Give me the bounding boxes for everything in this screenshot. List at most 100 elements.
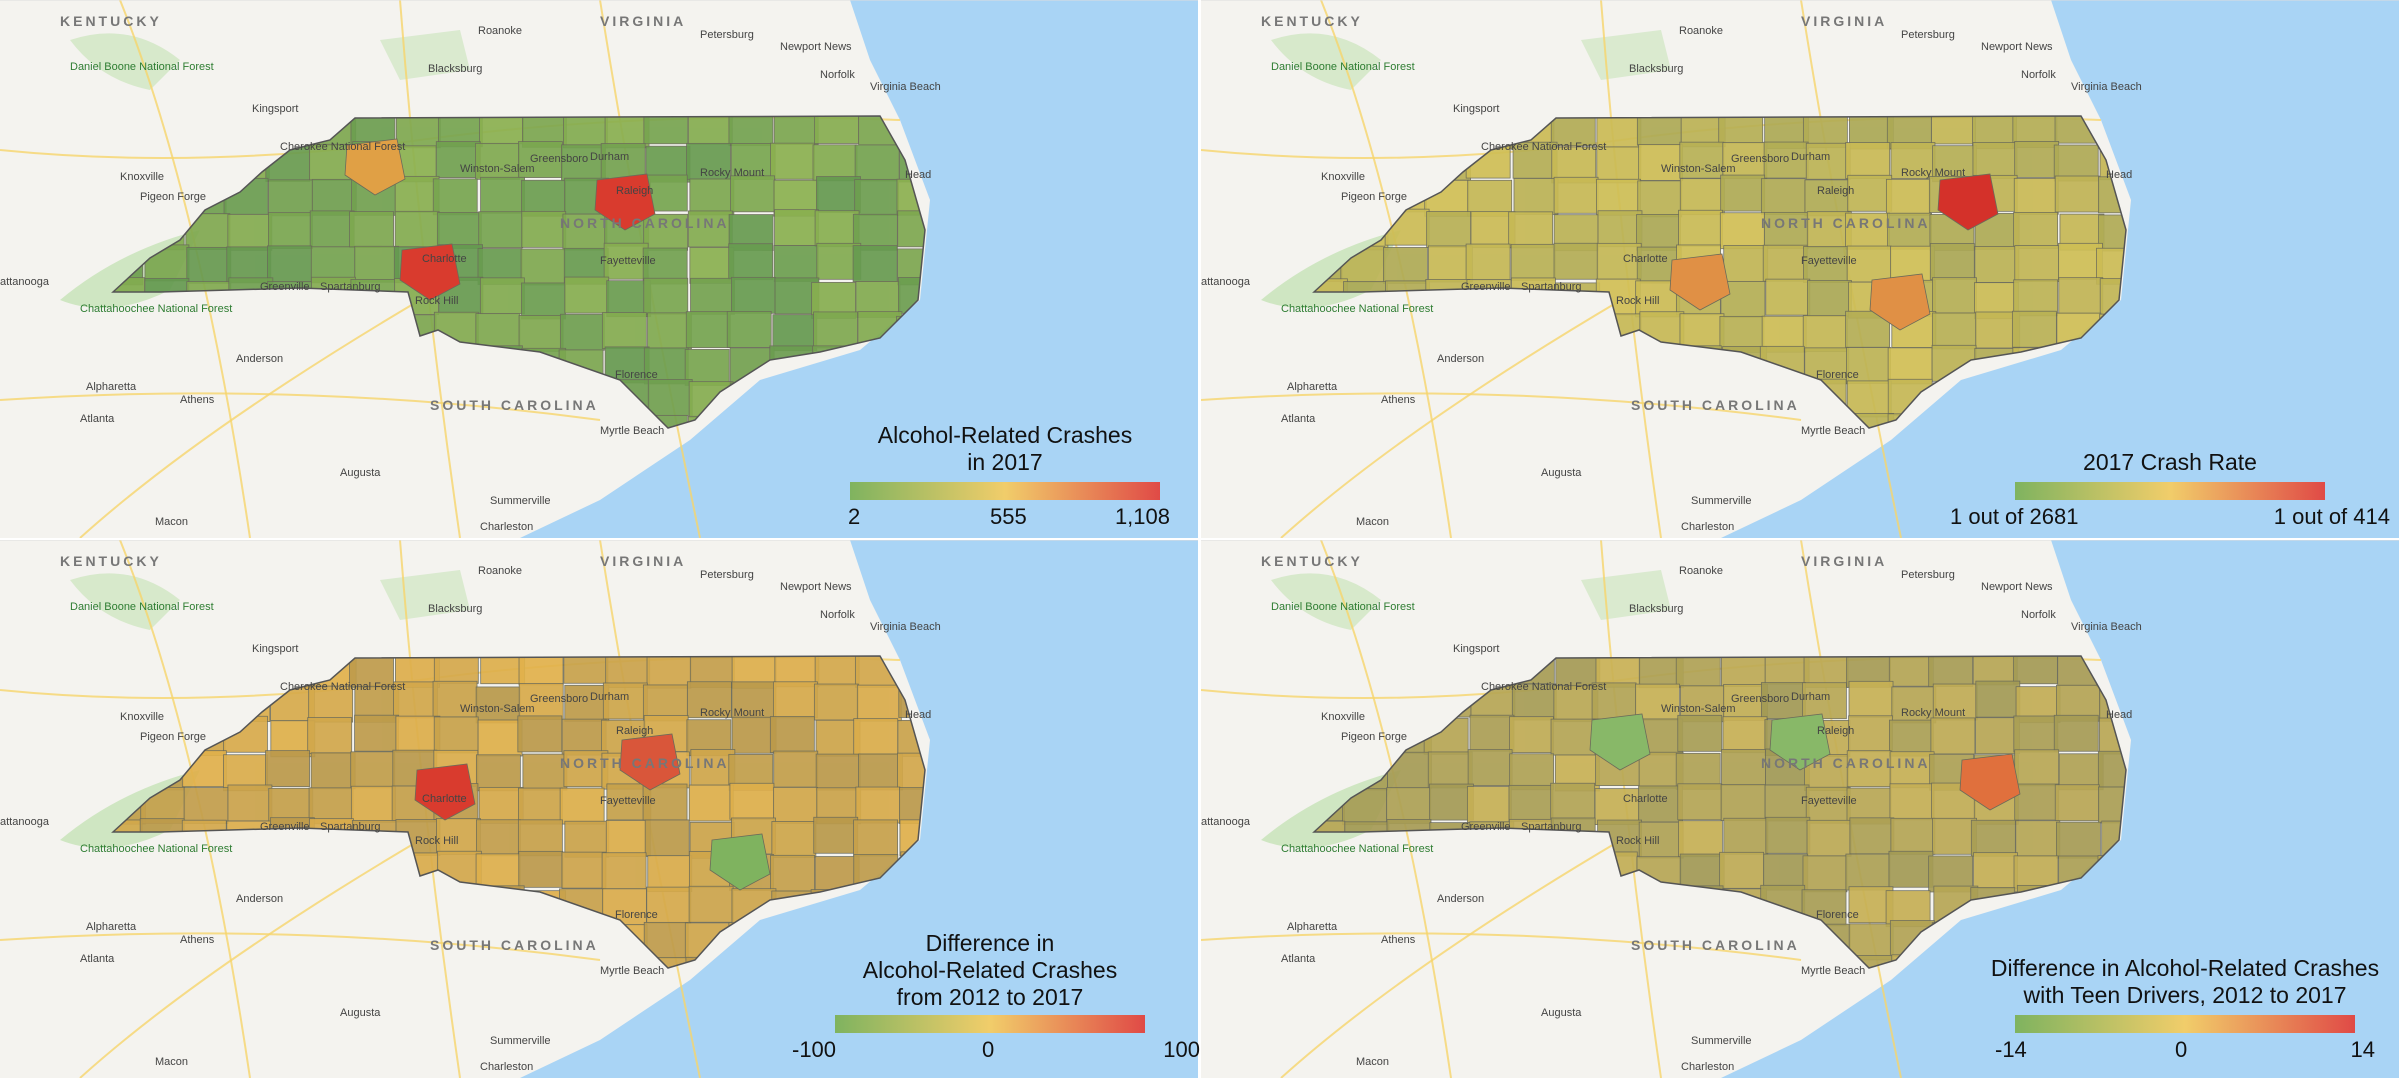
county-shape (2015, 820, 2061, 858)
county-shape (517, 715, 563, 753)
county-shape (1890, 817, 1936, 855)
county-shape (643, 277, 689, 315)
place-label-greenville: Greenville (260, 821, 310, 833)
county-shape (1931, 116, 1976, 145)
county-shape (1972, 142, 2018, 179)
county-shape (770, 854, 815, 892)
state-outline (1312, 115, 2127, 429)
place-label-augusta: Augusta (340, 467, 381, 479)
place-label-winston-salem: Winston-Salem (460, 163, 535, 175)
county-shape (647, 957, 693, 968)
place-label-alpharetta: Alpharetta (86, 381, 137, 393)
place-label-norfolk: Norfolk (820, 69, 855, 81)
county-shape (1763, 853, 1809, 891)
county-shape (604, 116, 650, 149)
place-label-winston-salem: Winston-Salem (460, 703, 535, 715)
place-label-summerville: Summerville (490, 1035, 551, 1047)
county-shape (1848, 680, 1894, 718)
county-shape (812, 144, 858, 182)
county-shape (771, 821, 817, 858)
county-shape (561, 851, 607, 889)
county-shape (394, 175, 440, 213)
place-label-kingsport: Kingsport (252, 643, 298, 655)
map-svg: KENTUCKY VIRGINIA Roanoke Blacksburg Petersb… (0, 0, 1198, 538)
county-shape (518, 787, 563, 825)
place-label-knoxville: Knoxville (120, 171, 164, 183)
county-shape (1679, 178, 1725, 216)
map-panel-crashes-2017[interactable]: KENTUCKY VIRGINIA Roanoke Blacksburg Petersb… (0, 0, 1198, 538)
county-shape (1932, 683, 1978, 721)
place-label-charleston: Charleston (480, 521, 533, 533)
county-shape (475, 142, 520, 180)
place-label-blacksburg: Blacksburg (1629, 63, 1683, 75)
place-label-kingsport: Kingsport (1453, 103, 1499, 115)
county-hotspot (594, 173, 656, 231)
horizontal-divider (0, 538, 2399, 540)
place-label-greensboro: Greensboro (530, 693, 588, 705)
county-shape (1807, 280, 1852, 317)
county-shape (350, 785, 396, 823)
county-shape (1638, 751, 1684, 789)
county-shape (1847, 174, 1893, 212)
county-shape (268, 212, 313, 250)
place-label-daniel-boone: Daniel Boone National Forest (1271, 601, 1415, 613)
place-label-north-carolina: NORTH CAROLINA (560, 215, 730, 231)
county-shape (1550, 116, 1596, 147)
county-shape (642, 783, 688, 821)
county-shape (1888, 656, 1934, 687)
place-label-summerville: Summerville (1691, 495, 1752, 507)
legend-ticks: -14 0 14 (1975, 1033, 2395, 1062)
county-shape (2058, 242, 2103, 280)
county-shape (1597, 210, 1643, 248)
place-label-rock-hill: Rock Hill (415, 295, 458, 307)
county-shape (769, 716, 815, 753)
map-svg: KENTUCKY VIRGINIA Roanoke Blacksburg Petersb… (1201, 0, 2399, 538)
county-shape (1675, 656, 1721, 688)
county-shape (309, 210, 355, 248)
place-label-myrtle-beach: Myrtle Beach (1801, 965, 1865, 977)
place-label-greenville: Greenville (1461, 281, 1511, 293)
place-label-cherokee: Cherokee National Forest (280, 141, 405, 153)
place-label-alpharetta: Alpharetta (1287, 381, 1338, 393)
map-panel-difference-2012-2017[interactable]: KENTUCKY VIRGINIA Roanoke Blacksburg Petersb… (0, 540, 1198, 1078)
place-label-myrtle-beach: Myrtle Beach (1801, 425, 1865, 437)
county-shape (686, 681, 732, 719)
county-shape (1930, 717, 1976, 755)
place-label-rocky-mount: Rocky Mount (700, 707, 764, 719)
place-label-myrtle-beach: Myrtle Beach (600, 965, 664, 977)
county-shape (644, 819, 690, 857)
place-label-kentucky: KENTUCKY (1261, 553, 1363, 569)
county-shape (393, 681, 438, 719)
county-shape (685, 311, 731, 349)
ocean-area (1721, 540, 2399, 1078)
place-label-newport-news: Newport News (1981, 41, 2053, 53)
place-label-roanoke: Roanoke (478, 25, 522, 37)
county-shape (1678, 820, 1723, 858)
county-shape (605, 820, 651, 857)
county-shape (1720, 174, 1766, 212)
place-label-augusta: Augusta (340, 1007, 381, 1019)
place-label-kingsport: Kingsport (1453, 643, 1499, 655)
color-scale-bar (835, 1015, 1145, 1033)
county-shape (643, 347, 689, 385)
legend-title-line: Alcohol-Related Crashes (862, 957, 1118, 983)
legend-tick-min: -100 (792, 1037, 837, 1062)
county-shape (559, 787, 605, 825)
county-shape (1928, 656, 1974, 687)
place-label-fayetteville: Fayetteville (600, 795, 656, 807)
map-panel-crash-rate-2017[interactable]: KENTUCKY VIRGINIA Roanoke Blacksburg Petersb… (1201, 0, 2399, 538)
place-label-durham: Durham (1791, 691, 1830, 703)
place-label-rock-hill: Rock Hill (1616, 295, 1659, 307)
county-shape (1806, 819, 1852, 857)
county-shape (813, 683, 859, 721)
map-panel-teen-difference-2012-2017[interactable]: KENTUCKY VIRGINIA Roanoke Blacksburg Petersb… (1201, 540, 2399, 1078)
place-label-kentucky: KENTUCKY (1261, 13, 1363, 29)
place-label-knoxville: Knoxville (1321, 711, 1365, 723)
county-shape (1885, 178, 1931, 216)
place-label-durham: Durham (590, 151, 629, 163)
county-shape (647, 312, 692, 350)
place-label-blacksburg: Blacksburg (428, 603, 482, 615)
county-hotspot (414, 763, 476, 821)
county-shape (186, 246, 232, 284)
county-shape (1802, 855, 1848, 893)
